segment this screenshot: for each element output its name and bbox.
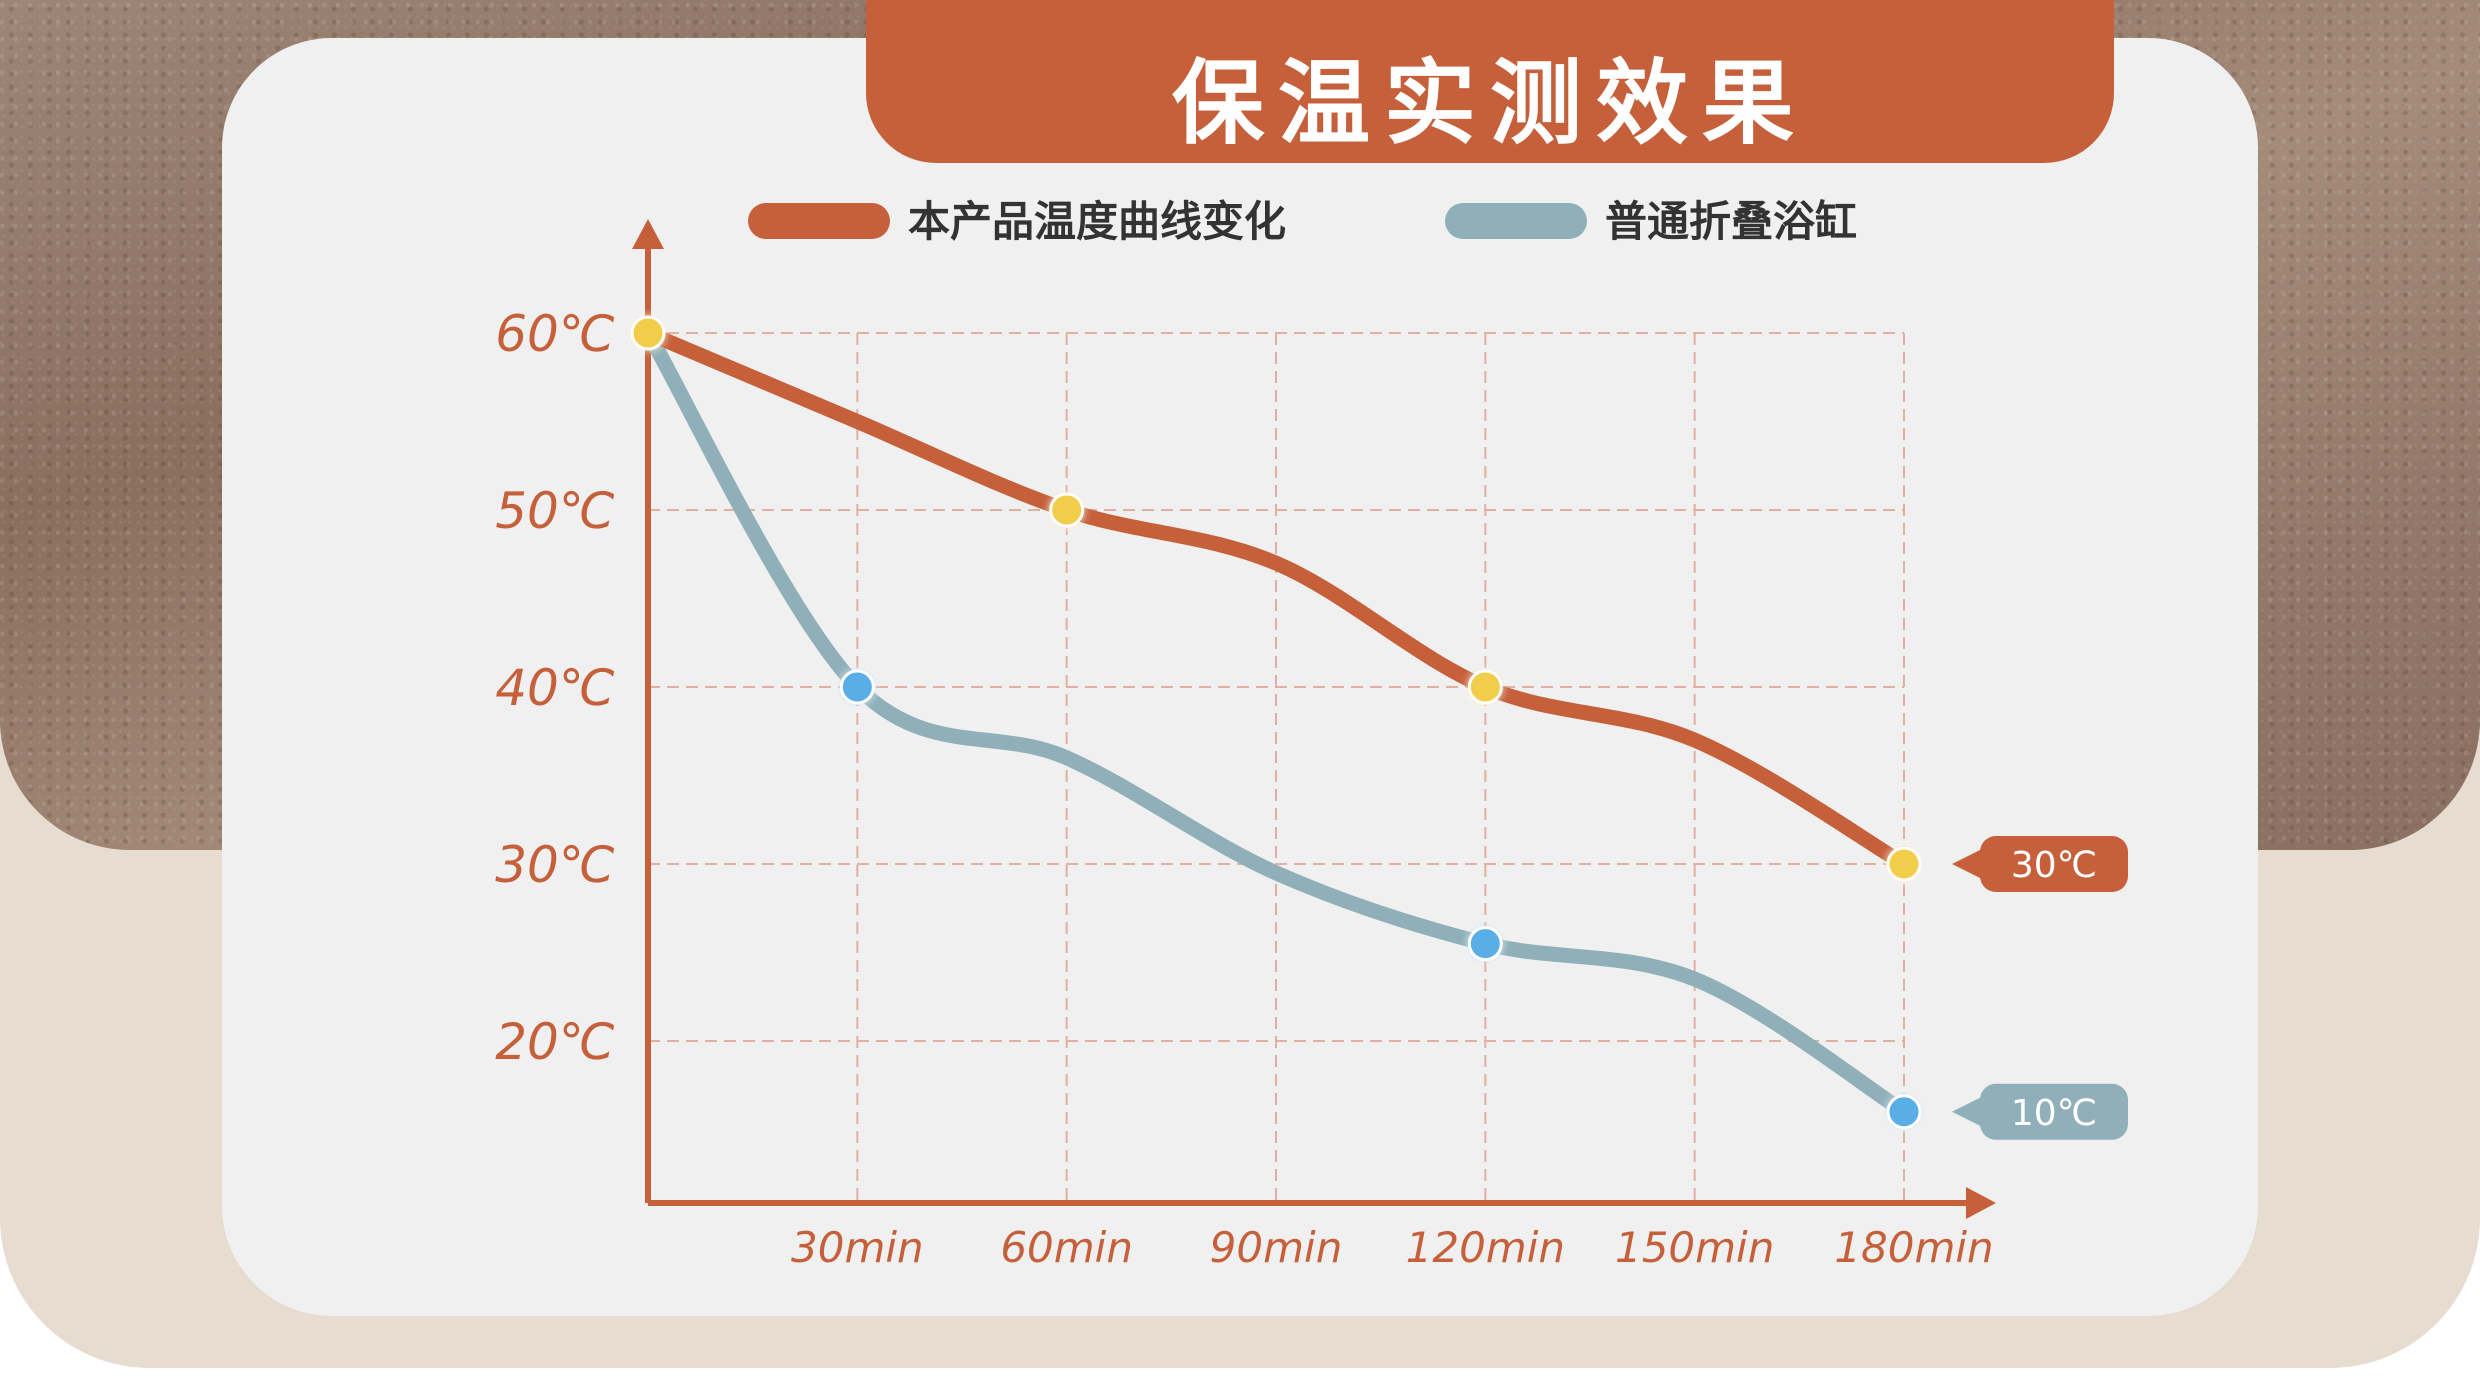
series-line-normal bbox=[640, 325, 1912, 1120]
y-tick-label: 30℃ bbox=[495, 836, 615, 894]
data-point-normal bbox=[1886, 1094, 1922, 1130]
x-tick-label: 90min bbox=[1210, 1223, 1343, 1272]
data-point-product bbox=[1049, 492, 1085, 528]
x-tick-label: 30min bbox=[791, 1223, 924, 1272]
y-tick-label: 40℃ bbox=[495, 659, 615, 717]
end-label-text: 10℃ bbox=[2011, 1093, 2097, 1134]
x-axis-arrow bbox=[1966, 1187, 1996, 1219]
series-lines bbox=[640, 325, 1912, 1120]
data-point-product bbox=[1886, 846, 1922, 882]
legend: 本产品温度曲线变化 普通折叠浴缸 bbox=[748, 197, 1857, 246]
x-tick-label: 150min bbox=[1615, 1223, 1774, 1272]
axes bbox=[632, 219, 1996, 1219]
legend-swatch-product bbox=[748, 203, 890, 239]
legend-swatch-normal bbox=[1445, 203, 1587, 239]
title-banner: 保温实测效果 bbox=[866, 0, 2114, 163]
x-tick-label: 60min bbox=[1000, 1223, 1133, 1272]
data-point-normal bbox=[1467, 926, 1503, 962]
y-tick-label: 60℃ bbox=[495, 305, 615, 363]
y-tick-label: 50℃ bbox=[495, 482, 615, 540]
x-tick-label: 120min bbox=[1406, 1223, 1565, 1272]
data-point-product bbox=[630, 315, 666, 351]
end-label-pointer bbox=[1952, 1095, 1984, 1128]
data-point-normal bbox=[839, 669, 875, 705]
legend-label-normal: 普通折叠浴缸 bbox=[1605, 197, 1857, 246]
y-tick-label: 20℃ bbox=[495, 1013, 615, 1071]
end-label-text: 30℃ bbox=[2011, 845, 2097, 886]
series-line-product bbox=[640, 325, 1912, 872]
data-points bbox=[630, 315, 1922, 1130]
y-axis-arrow bbox=[632, 219, 664, 249]
page-title: 保温实测效果 bbox=[1171, 49, 1808, 157]
x-tick-label: 180min bbox=[1834, 1223, 1993, 1272]
end-label-badge bbox=[1980, 1083, 2128, 1140]
end-label-pointer bbox=[1952, 848, 1984, 880]
data-point-product bbox=[1467, 669, 1503, 705]
legend-label-product: 本产品温度曲线变化 bbox=[908, 197, 1286, 246]
end-label-badge bbox=[1980, 836, 2128, 892]
tick-labels: 60℃ 50℃ 40℃ 30℃ 20℃ 30min 60min 90min 120min 150m… bbox=[495, 305, 1993, 1272]
end-labels: 30℃ 10℃ bbox=[1952, 836, 2128, 1140]
grid-lines bbox=[648, 332, 1905, 1203]
